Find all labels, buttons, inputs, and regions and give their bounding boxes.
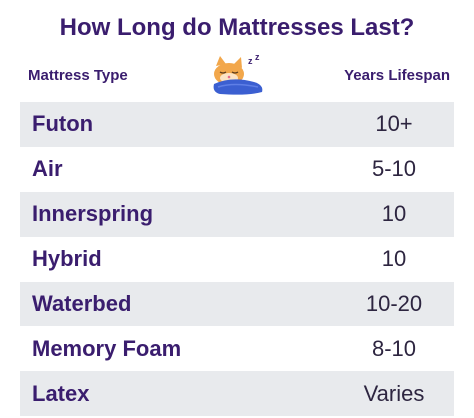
years-cell: 10-20 (365, 291, 423, 316)
table-row: Latex Varies (20, 371, 454, 417)
svg-text:z: z (248, 56, 253, 66)
mattress-type-cell: Latex (32, 380, 90, 406)
table-row: Waterbed 10-20 (20, 281, 454, 327)
table-row: Innerspring 10 (20, 191, 454, 237)
mattress-type-cell: Memory Foam (32, 335, 182, 361)
page-title: How Long do Mattresses Last? (59, 14, 415, 41)
lifespan-table: Futon 10+ Air 5-10 Innerspring 10 Hybrid… (20, 102, 454, 417)
table-row: Hybrid 10 (20, 237, 454, 282)
table-row: Futon 10+ (20, 102, 454, 147)
table-row: Air 5-10 (20, 147, 454, 192)
mattress-type-cell: Futon (32, 111, 94, 137)
mattress-type-cell: Innerspring (32, 201, 154, 227)
years-cell: 8-10 (371, 335, 417, 361)
sleeping-cat-icon: z z (213, 52, 263, 95)
column-header-years: Years Lifespan (344, 67, 450, 84)
years-cell: 10+ (375, 111, 413, 137)
years-cell: 5-10 (371, 156, 417, 182)
years-cell: Varies (363, 380, 425, 406)
svg-text:z: z (255, 52, 260, 62)
table-row: Memory Foam 8-10 (20, 326, 454, 371)
years-cell: 10 (381, 201, 407, 227)
column-header-type: Mattress Type (28, 67, 128, 84)
mattress-type-cell: Air (32, 156, 63, 182)
years-cell: 10 (381, 246, 407, 272)
mattress-type-cell: Waterbed (32, 291, 132, 316)
mattress-type-cell: Hybrid (32, 246, 102, 272)
